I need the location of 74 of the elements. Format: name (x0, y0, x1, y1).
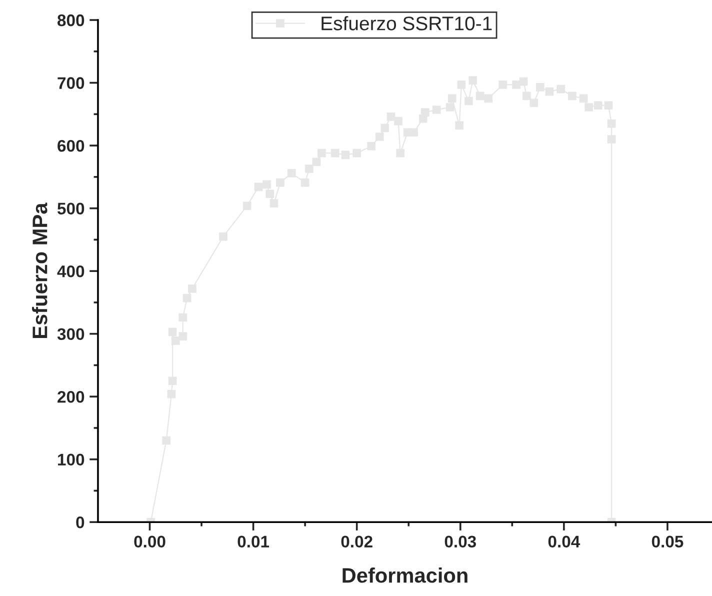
point (266, 190, 274, 198)
point (464, 96, 473, 106)
point (167, 390, 176, 398)
point (448, 94, 456, 103)
point (536, 83, 544, 92)
point (330, 148, 340, 158)
y-tick-label: 0 (76, 516, 84, 528)
point (178, 332, 188, 340)
point (312, 158, 321, 166)
point (498, 80, 508, 89)
point (607, 135, 616, 144)
point (162, 436, 170, 445)
point (545, 87, 554, 96)
point (317, 148, 326, 158)
point (386, 112, 396, 121)
point (394, 116, 402, 126)
point (182, 294, 192, 302)
y-tick-label: 500 (57, 202, 84, 215)
point (432, 106, 441, 114)
point (584, 103, 593, 112)
x-tick-label: 0.02 (341, 536, 372, 548)
x-tick-label: 0.01 (238, 536, 270, 548)
point (219, 232, 228, 241)
y-tick-label: 700 (58, 77, 84, 89)
y-tick-label: 400 (57, 265, 84, 278)
y-tick-label: 200 (58, 390, 84, 403)
point (168, 328, 177, 336)
point (396, 148, 404, 158)
point (556, 84, 565, 94)
x-tick-label: 0.03 (444, 536, 476, 548)
point (380, 124, 389, 132)
point (367, 142, 376, 150)
point (468, 76, 477, 84)
point (484, 94, 493, 103)
point (188, 284, 196, 293)
point (604, 101, 613, 110)
y-tick-label: 300 (57, 328, 84, 340)
legend-label: Esfuerzo SSRT10-1 (322, 16, 492, 30)
point (168, 376, 177, 386)
point (171, 336, 180, 345)
point (375, 132, 384, 141)
point (530, 98, 538, 108)
point (242, 202, 252, 210)
point (446, 103, 454, 112)
y-axis-title: Esfuerzo MPa (32, 202, 48, 338)
point (262, 180, 271, 189)
point (276, 178, 284, 187)
point (607, 119, 616, 128)
point (254, 182, 263, 192)
point (305, 164, 314, 173)
point (594, 101, 602, 110)
x-axis-title: Deformacion (342, 567, 468, 583)
point (300, 178, 310, 187)
point (455, 121, 464, 130)
y-tick-label: 600 (58, 140, 84, 152)
point (457, 80, 466, 89)
point (476, 92, 484, 100)
x-tick-label: 0.00 (134, 536, 166, 548)
point (178, 313, 188, 322)
point (287, 168, 296, 178)
point (270, 199, 278, 208)
point (579, 94, 588, 103)
point (568, 92, 576, 100)
point (512, 80, 520, 89)
point (421, 108, 430, 116)
point (410, 128, 418, 137)
point (341, 150, 350, 160)
point (352, 148, 362, 158)
x-tick-label: 0.04 (548, 536, 580, 548)
x-tick-label: 0.05 (652, 536, 684, 548)
point (519, 77, 528, 86)
y-tick-label: 800 (58, 14, 84, 26)
y-tick-label: 100 (58, 454, 84, 466)
point (522, 92, 531, 100)
